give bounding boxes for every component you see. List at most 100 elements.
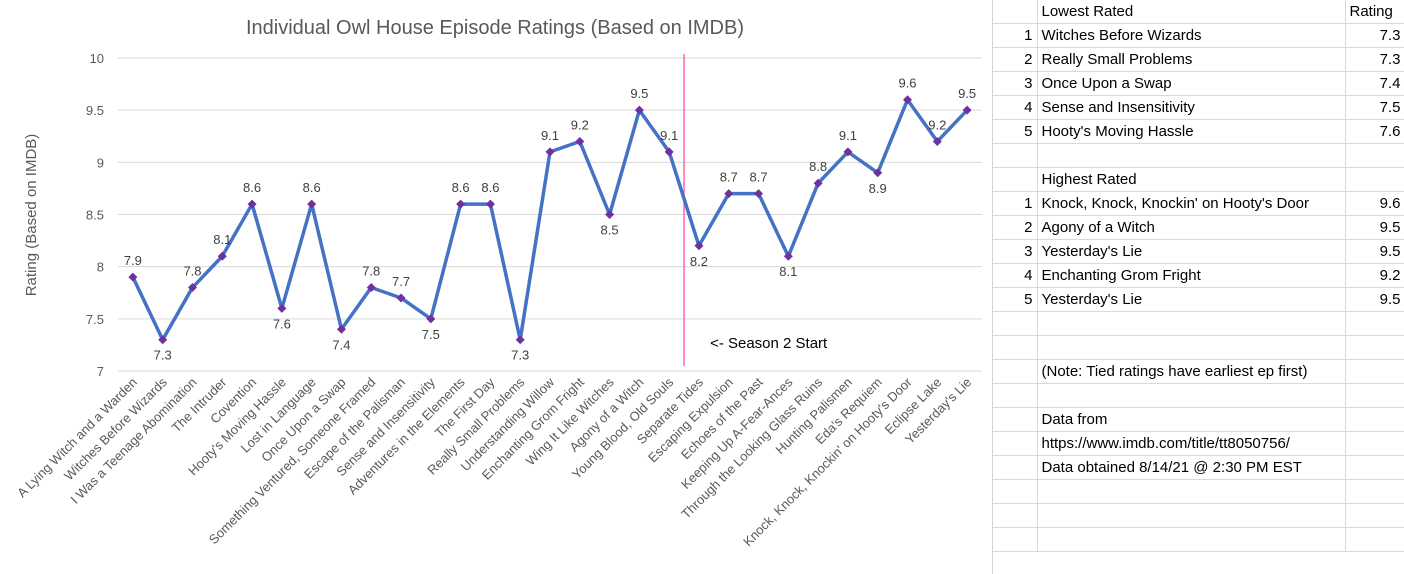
table-row bbox=[993, 527, 1404, 552]
empty-cell[interactable] bbox=[1345, 311, 1404, 336]
empty-cell[interactable] bbox=[1037, 479, 1346, 504]
empty-cell[interactable] bbox=[1345, 359, 1404, 384]
empty-cell[interactable] bbox=[1345, 503, 1404, 528]
empty-cell[interactable] bbox=[993, 311, 1038, 336]
data-label: 9.5 bbox=[958, 86, 976, 101]
rank-cell[interactable]: 5 bbox=[993, 119, 1038, 144]
table-row: 1 Knock, Knock, Knockin' on Hooty's Door… bbox=[993, 191, 1404, 216]
empty-cell[interactable] bbox=[1345, 143, 1404, 168]
episode-cell[interactable]: Sense and Insensitivity bbox=[1037, 95, 1346, 120]
empty-cell[interactable] bbox=[993, 431, 1038, 456]
lowest-rated-heading[interactable]: Lowest Rated bbox=[1037, 0, 1346, 24]
source-label-cell[interactable]: Data from bbox=[1037, 407, 1346, 432]
x-tick-label: A Lying Witch and a Warden bbox=[14, 375, 140, 501]
empty-cell[interactable] bbox=[993, 407, 1038, 432]
data-point bbox=[277, 303, 287, 313]
episode-cell[interactable]: Once Upon a Swap bbox=[1037, 71, 1346, 96]
rating-cell[interactable]: 7.3 bbox=[1345, 23, 1404, 48]
rating-cell[interactable]: 7.3 bbox=[1345, 47, 1404, 72]
table-row bbox=[993, 311, 1404, 336]
data-point bbox=[247, 199, 257, 209]
data-point bbox=[545, 147, 555, 157]
episode-cell[interactable]: Really Small Problems bbox=[1037, 47, 1346, 72]
empty-cell[interactable] bbox=[1345, 335, 1404, 360]
data-label: 8.6 bbox=[243, 180, 261, 195]
empty-cell[interactable] bbox=[1037, 311, 1346, 336]
empty-cell[interactable] bbox=[1345, 383, 1404, 408]
y-tick-label: 10 bbox=[90, 51, 104, 66]
empty-cell[interactable] bbox=[1037, 383, 1346, 408]
episode-cell[interactable]: Witches Before Wizards bbox=[1037, 23, 1346, 48]
empty-cell[interactable] bbox=[993, 359, 1038, 384]
empty-cell[interactable] bbox=[1037, 143, 1346, 168]
data-point bbox=[664, 147, 674, 157]
empty-cell[interactable] bbox=[1345, 407, 1404, 432]
empty-cell[interactable] bbox=[1037, 527, 1346, 552]
rank-cell[interactable]: 5 bbox=[993, 287, 1038, 312]
rating-cell[interactable]: 9.5 bbox=[1345, 287, 1404, 312]
empty-cell[interactable] bbox=[1345, 455, 1404, 480]
data-label: 8.2 bbox=[690, 254, 708, 269]
x-tick-label: I Was a Teenage Abomination bbox=[67, 375, 199, 507]
data-point bbox=[187, 283, 197, 293]
empty-cell[interactable] bbox=[1345, 167, 1404, 192]
highest-rated-heading[interactable]: Highest Rated bbox=[1037, 167, 1346, 192]
data-point bbox=[843, 147, 853, 157]
source-url-cell[interactable]: https://www.imdb.com/title/tt8050756/ bbox=[1037, 431, 1346, 456]
rating-cell[interactable]: 7.6 bbox=[1345, 119, 1404, 144]
empty-cell[interactable] bbox=[1345, 431, 1404, 456]
episode-cell[interactable]: Hooty's Moving Hassle bbox=[1037, 119, 1346, 144]
rank-cell[interactable]: 1 bbox=[993, 191, 1038, 216]
rating-cell[interactable]: 9.2 bbox=[1345, 263, 1404, 288]
data-label: 8.1 bbox=[779, 264, 797, 279]
y-tick-label: 9.5 bbox=[86, 103, 104, 118]
empty-cell[interactable] bbox=[993, 143, 1038, 168]
rating-cell[interactable]: 7.5 bbox=[1345, 95, 1404, 120]
empty-cell[interactable] bbox=[993, 383, 1038, 408]
data-point bbox=[575, 136, 585, 146]
data-label: 9.2 bbox=[928, 117, 946, 132]
empty-cell[interactable] bbox=[1037, 503, 1346, 528]
empty-cell[interactable] bbox=[1037, 335, 1346, 360]
empty-cell[interactable] bbox=[993, 167, 1038, 192]
data-label: 9.5 bbox=[630, 86, 648, 101]
episode-cell[interactable]: Yesterday's Lie bbox=[1037, 239, 1346, 264]
rating-cell[interactable]: 9.6 bbox=[1345, 191, 1404, 216]
rating-cell[interactable]: 7.4 bbox=[1345, 71, 1404, 96]
y-tick-label: 8.5 bbox=[86, 208, 104, 223]
data-label: 8.6 bbox=[303, 180, 321, 195]
data-point bbox=[158, 335, 168, 345]
data-point bbox=[962, 105, 972, 115]
rank-cell[interactable]: 2 bbox=[993, 47, 1038, 72]
empty-cell[interactable] bbox=[1345, 479, 1404, 504]
rating-cell[interactable]: 9.5 bbox=[1345, 215, 1404, 240]
rank-cell[interactable]: 1 bbox=[993, 23, 1038, 48]
rank-cell[interactable]: 4 bbox=[993, 263, 1038, 288]
rank-cell[interactable]: 2 bbox=[993, 215, 1038, 240]
table-row: Data from bbox=[993, 407, 1404, 432]
rank-cell[interactable]: 3 bbox=[993, 239, 1038, 264]
rating-cell[interactable]: 9.5 bbox=[1345, 239, 1404, 264]
rank-cell[interactable]: 4 bbox=[993, 95, 1038, 120]
empty-cell[interactable] bbox=[1345, 527, 1404, 552]
data-label: 8.9 bbox=[869, 181, 887, 196]
data-label: 9.1 bbox=[660, 128, 678, 143]
chart-title: Individual Owl House Episode Ratings (Ba… bbox=[246, 17, 744, 39]
empty-cell[interactable] bbox=[993, 455, 1038, 480]
episode-cell[interactable]: Yesterday's Lie bbox=[1037, 287, 1346, 312]
rating-column-heading[interactable]: Rating bbox=[1345, 0, 1404, 24]
empty-cell[interactable] bbox=[993, 335, 1038, 360]
rank-cell[interactable]: 3 bbox=[993, 71, 1038, 96]
table-row: 4 Sense and Insensitivity 7.5 bbox=[993, 95, 1404, 120]
empty-cell[interactable] bbox=[993, 503, 1038, 528]
episode-cell[interactable]: Knock, Knock, Knockin' on Hooty's Door bbox=[1037, 191, 1346, 216]
episode-cell[interactable]: Enchanting Grom Fright bbox=[1037, 263, 1346, 288]
y-axis-label: Rating (Based on IMDB) bbox=[23, 134, 40, 297]
data-point bbox=[426, 314, 436, 324]
episode-cell[interactable]: Agony of a Witch bbox=[1037, 215, 1346, 240]
note-cell[interactable]: (Note: Tied ratings have earliest ep fir… bbox=[1037, 359, 1346, 384]
table-row: Lowest Rated Rating bbox=[993, 0, 1404, 24]
empty-cell[interactable] bbox=[993, 527, 1038, 552]
empty-cell[interactable] bbox=[993, 479, 1038, 504]
obtained-date-cell[interactable]: Data obtained 8/14/21 @ 2:30 PM EST bbox=[1037, 455, 1346, 480]
